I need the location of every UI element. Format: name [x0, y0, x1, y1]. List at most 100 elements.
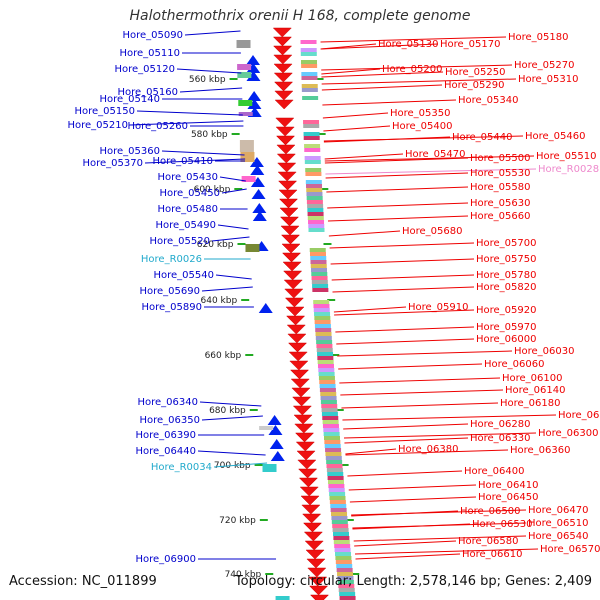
cog-box	[326, 464, 343, 468]
gene-leader-line	[213, 462, 268, 468]
cog-box	[335, 560, 352, 564]
cog-box	[304, 148, 321, 152]
minus-gene-arrow	[274, 90, 294, 101]
minus-gene-arrow	[284, 297, 305, 308]
gene-label: Hore_05820	[476, 282, 537, 293]
plus-gene-arrow	[258, 303, 273, 313]
cog-box	[338, 584, 355, 588]
cog-box	[322, 416, 339, 420]
gene-label: Hore_05180	[508, 32, 569, 43]
gene-leader-line	[321, 68, 381, 75]
gene-leader-line	[329, 242, 475, 249]
gene-label: Hore_06100	[502, 373, 563, 384]
gene-leader-line	[332, 286, 475, 293]
gene-leader-line	[333, 306, 407, 313]
cog-box	[331, 516, 348, 520]
cog-box	[305, 168, 322, 172]
minus-gene-arrow	[285, 306, 305, 317]
gene-label: Hore_06570	[540, 544, 600, 555]
gene-label: Hore_06440	[136, 446, 197, 457]
cog-box	[317, 364, 334, 368]
gene-leader-line	[353, 535, 527, 542]
minus-gene-arrow	[273, 72, 293, 83]
gene-leader-line	[325, 168, 537, 175]
gene-label: Hore_06330	[470, 433, 531, 444]
gene-leader-line	[337, 350, 513, 357]
gene-label: Hore_05700	[476, 238, 537, 249]
gene-label: Hore_05450	[160, 188, 221, 199]
cog-box	[337, 580, 354, 584]
cog-box	[325, 452, 342, 456]
cog-box	[310, 256, 327, 260]
minus-gene-arrow	[287, 342, 308, 353]
cog-box	[316, 344, 333, 348]
gene-label: Hore_05140	[100, 94, 161, 105]
cog-box	[320, 400, 337, 404]
gene-leader-line	[324, 153, 404, 160]
minus-gene-arrow	[298, 468, 318, 479]
gene-label: Hore_06470	[528, 505, 589, 516]
cog-box	[301, 64, 318, 68]
cog-box	[305, 180, 322, 184]
gene-leader-line	[321, 64, 513, 71]
minus-gene-arrow	[293, 414, 313, 425]
gene-leader-line	[176, 68, 242, 74]
minus-gene-arrow	[279, 216, 300, 227]
cog-box	[332, 524, 349, 528]
minus-gene-arrow	[273, 45, 293, 56]
gene-label: Hore_05460	[525, 131, 586, 142]
minus-gene-arrow	[277, 171, 297, 182]
gene-leader-line	[348, 484, 477, 491]
gene-leader-line	[322, 99, 457, 106]
gene-label: Hore_06060	[484, 359, 545, 370]
gene-leader-line	[330, 258, 475, 265]
plus-cog-box	[238, 112, 253, 116]
minus-gene-arrow	[287, 333, 307, 344]
cog-box	[323, 428, 340, 432]
gene-leader-line	[199, 401, 262, 407]
minus-gene-arrow	[306, 558, 326, 569]
plus-cog-box	[237, 72, 252, 78]
cog-box	[322, 420, 339, 424]
gene-leader-line	[341, 402, 499, 409]
plus-cog-box	[259, 426, 274, 430]
gene-label: Hore_05580	[470, 182, 531, 193]
gene-leader-line	[201, 415, 263, 421]
gene-label: Hore_05350	[390, 108, 451, 119]
gene-label: Hore_05480	[158, 204, 219, 215]
gene-leader-line	[324, 157, 469, 164]
cog-box	[324, 444, 341, 448]
gene-leader-line	[322, 112, 389, 119]
cog-box	[303, 124, 320, 128]
gene-label: Hore_06580	[458, 536, 519, 547]
cog-box	[307, 208, 324, 212]
scale-label: 740 kbp	[225, 570, 262, 580]
gene-label: Hore_05890	[142, 302, 203, 313]
cog-box	[313, 308, 330, 312]
minus-gene-arrow	[273, 54, 293, 65]
plus-gene-arrow	[267, 415, 282, 425]
gene-leader-line	[136, 110, 243, 116]
gene-label: Hore_05680	[402, 226, 463, 237]
gene-leader-line	[321, 71, 444, 78]
minus-gene-arrow	[283, 279, 303, 290]
gene-label: Hore_06540	[528, 531, 589, 542]
cog-box	[313, 304, 330, 308]
minus-gene-arrow	[282, 261, 302, 272]
gene-label: Hore_06300	[538, 428, 599, 439]
gene-label: Hore_05360	[100, 146, 161, 157]
gene-label: Hore_05120	[115, 64, 176, 75]
gene-label: Hore_R0034	[151, 462, 212, 473]
plus-strand-features	[236, 40, 290, 600]
plus-cog-box	[262, 464, 277, 472]
cog-box	[307, 212, 324, 216]
plus-cog-box	[238, 100, 253, 106]
gene-label: Hore_05250	[445, 67, 506, 78]
minus-gene-arrow	[279, 207, 299, 218]
cog-box	[325, 448, 342, 452]
scale-label: 680 kbp	[209, 406, 246, 416]
gene-label: Hore_05170	[440, 39, 501, 50]
gene-leader-line	[339, 377, 501, 384]
cog-box	[337, 576, 354, 580]
cog-box	[319, 380, 336, 384]
